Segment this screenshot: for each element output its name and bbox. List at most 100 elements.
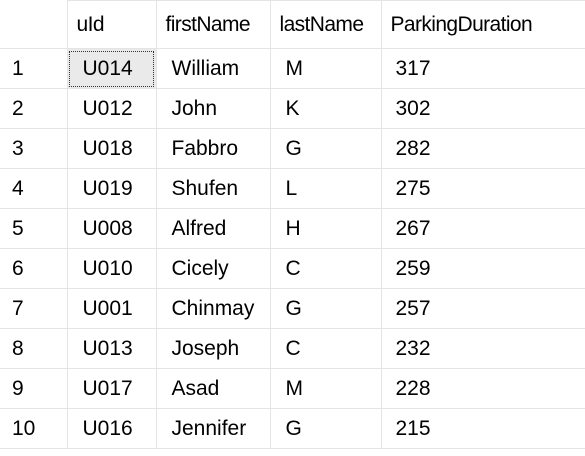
- row-number-label: 10: [12, 416, 36, 440]
- firstname-cell[interactable]: Fabbro: [156, 128, 271, 169]
- cell-value: G: [285, 416, 302, 440]
- cell-value: Fabbro: [171, 136, 239, 160]
- parkingduration-cell[interactable]: 257: [381, 288, 585, 329]
- cell-value: L: [285, 176, 298, 200]
- column-header-parkingduration[interactable]: ParkingDuration: [381, 0, 585, 49]
- table-row[interactable]: 3 U018 Fabbro G 282: [0, 128, 585, 169]
- column-header-label: uId: [76, 12, 105, 36]
- row-number-cell[interactable]: 3: [0, 128, 68, 169]
- cell-value: U008: [82, 216, 133, 240]
- cell-value: John: [171, 96, 218, 120]
- cell-value: Jennifer: [171, 416, 247, 440]
- uid-cell[interactable]: U010: [67, 248, 157, 289]
- row-number-cell[interactable]: 1: [0, 48, 68, 89]
- table-row[interactable]: 8 U013 Joseph C 232: [0, 328, 585, 369]
- lastname-cell[interactable]: G: [270, 288, 382, 329]
- column-header-firstname[interactable]: firstName: [156, 0, 271, 49]
- uid-cell[interactable]: U016: [67, 408, 157, 449]
- uid-cell[interactable]: U018: [67, 128, 157, 169]
- table-row[interactable]: 4 U019 Shufen L 275: [0, 168, 585, 209]
- cell-value: William: [171, 56, 240, 80]
- cell-value: H: [285, 216, 301, 240]
- firstname-cell[interactable]: John: [156, 88, 271, 129]
- uid-cell[interactable]: U014: [67, 48, 157, 89]
- table-row[interactable]: 7 U001 Chinmay G 257: [0, 288, 585, 329]
- cell-value: C: [285, 256, 301, 280]
- row-number-cell[interactable]: 5: [0, 208, 68, 249]
- table-row[interactable]: 1 U014 William M 317: [0, 48, 585, 89]
- firstname-cell[interactable]: Joseph: [156, 328, 271, 369]
- cell-value: U013: [82, 336, 133, 360]
- corner-header-cell[interactable]: [0, 0, 68, 49]
- parkingduration-cell[interactable]: 302: [381, 88, 585, 129]
- parkingduration-cell[interactable]: 259: [381, 248, 585, 289]
- column-header-uid[interactable]: uId: [67, 0, 157, 49]
- firstname-cell[interactable]: Asad: [156, 368, 271, 409]
- cell-value: 215: [395, 416, 431, 440]
- row-number-cell[interactable]: 9: [0, 368, 68, 409]
- uid-cell[interactable]: U013: [67, 328, 157, 369]
- cell-value: U010: [82, 256, 133, 280]
- uid-cell[interactable]: U001: [67, 288, 157, 329]
- parkingduration-cell[interactable]: 215: [381, 408, 585, 449]
- results-body: 1 U014 William M 317 2 U012 John K 302 3 U018 Fabbro…: [0, 48, 585, 449]
- row-number-label: 2: [12, 96, 24, 120]
- cell-value: 302: [395, 96, 431, 120]
- lastname-cell[interactable]: L: [270, 168, 382, 209]
- uid-cell[interactable]: U012: [67, 88, 157, 129]
- firstname-cell[interactable]: Jennifer: [156, 408, 271, 449]
- column-header-lastname[interactable]: lastName: [270, 0, 382, 49]
- row-number-label: 6: [12, 256, 24, 280]
- cell-value: 228: [395, 376, 431, 400]
- firstname-cell[interactable]: Cicely: [156, 248, 271, 289]
- row-number-cell[interactable]: 4: [0, 168, 68, 209]
- parkingduration-cell[interactable]: 228: [381, 368, 585, 409]
- row-number-cell[interactable]: 2: [0, 88, 68, 129]
- row-number-label: 5: [12, 216, 24, 240]
- cell-value: Chinmay: [171, 296, 255, 320]
- lastname-cell[interactable]: H: [270, 208, 382, 249]
- parkingduration-cell[interactable]: 232: [381, 328, 585, 369]
- cell-value: G: [285, 296, 302, 320]
- lastname-cell[interactable]: K: [270, 88, 382, 129]
- cell-value: U001: [82, 296, 133, 320]
- lastname-cell[interactable]: G: [270, 408, 382, 449]
- table-row[interactable]: 5 U008 Alfred H 267: [0, 208, 585, 249]
- parkingduration-cell[interactable]: 317: [381, 48, 585, 89]
- firstname-cell[interactable]: William: [156, 48, 271, 89]
- lastname-cell[interactable]: G: [270, 128, 382, 169]
- table-row[interactable]: 6 U010 Cicely C 259: [0, 248, 585, 289]
- cell-value: 275: [395, 176, 431, 200]
- parkingduration-cell[interactable]: 275: [381, 168, 585, 209]
- table-row[interactable]: 10 U016 Jennifer G 215: [0, 408, 585, 449]
- cell-value: U014: [82, 56, 133, 80]
- lastname-cell[interactable]: C: [270, 248, 382, 289]
- row-number-cell[interactable]: 10: [0, 408, 68, 449]
- cell-value: Alfred: [171, 216, 227, 240]
- lastname-cell[interactable]: M: [270, 48, 382, 89]
- lastname-cell[interactable]: C: [270, 328, 382, 369]
- firstname-cell[interactable]: Alfred: [156, 208, 271, 249]
- cell-value: K: [285, 96, 300, 120]
- row-number-cell[interactable]: 8: [0, 328, 68, 369]
- lastname-cell[interactable]: M: [270, 368, 382, 409]
- table-row[interactable]: 9 U017 Asad M 228: [0, 368, 585, 409]
- column-header-label: firstName: [165, 12, 251, 36]
- parkingduration-cell[interactable]: 282: [381, 128, 585, 169]
- header-row: uId firstName lastName ParkingDuration: [0, 0, 585, 49]
- uid-cell[interactable]: U017: [67, 368, 157, 409]
- parkingduration-cell[interactable]: 267: [381, 208, 585, 249]
- cell-value: U012: [82, 96, 133, 120]
- table-row[interactable]: 2 U012 John K 302: [0, 88, 585, 129]
- uid-cell[interactable]: U008: [67, 208, 157, 249]
- row-number-label: 4: [12, 176, 24, 200]
- firstname-cell[interactable]: Chinmay: [156, 288, 271, 329]
- row-number-cell[interactable]: 6: [0, 248, 68, 289]
- cell-value: Joseph: [171, 336, 240, 360]
- row-number-label: 9: [12, 376, 24, 400]
- firstname-cell[interactable]: Shufen: [156, 168, 271, 209]
- uid-cell[interactable]: U019: [67, 168, 157, 209]
- row-number-cell[interactable]: 7: [0, 288, 68, 329]
